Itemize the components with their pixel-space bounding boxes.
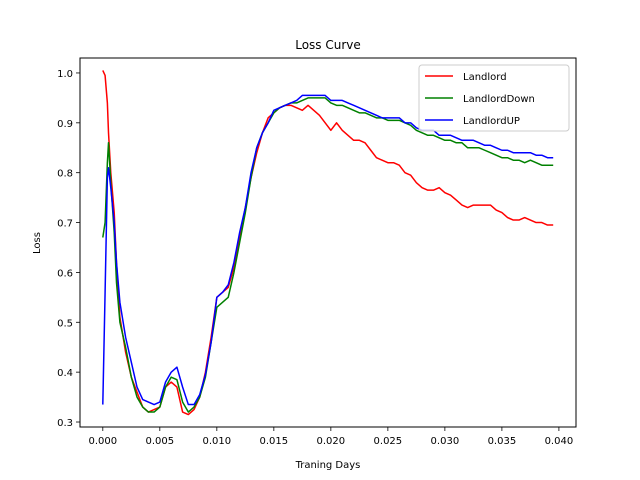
x-tick-label: 0.010 (203, 436, 232, 447)
x-axis-label: Traning Days (295, 460, 361, 471)
x-tick-label: 0.035 (488, 436, 517, 447)
x-tick-label: 0.030 (431, 436, 460, 447)
legend-box (418, 64, 570, 132)
y-tick-label: 0.8 (57, 169, 73, 180)
x-tick-label: 0.040 (545, 436, 574, 447)
series-line-landlordup (102, 94, 554, 406)
x-tick-label: 0.000 (88, 436, 117, 447)
chart-title: Loss Curve (295, 38, 361, 52)
x-tick-label: 0.005 (145, 436, 174, 447)
y-tick-label: 0.5 (57, 318, 73, 329)
y-axis-label: Loss (32, 232, 43, 254)
y-tick-label: 0.9 (57, 119, 73, 130)
y-tick-label: 1.0 (57, 69, 73, 80)
x-tick-label: 0.025 (374, 436, 403, 447)
y-axis: 0.3 0.4 0.5 0.6 0.7 0.8 0.9 1.0 (57, 69, 80, 429)
legend: Landlord LandlordDown LandlordUP (418, 64, 570, 132)
legend-label-landlordup: LandlordUP (463, 116, 520, 127)
x-tick-label: 0.020 (317, 436, 346, 447)
legend-label-landlord: Landlord (463, 72, 507, 83)
y-tick-label: 0.7 (57, 219, 73, 230)
x-tick-label: 0.015 (260, 436, 289, 447)
series-line-landlorddown (102, 97, 554, 413)
plot-frame (79, 57, 577, 428)
y-tick-label: 0.6 (57, 268, 73, 279)
y-tick-label: 0.4 (57, 368, 73, 379)
series-layer (102, 70, 554, 416)
y-tick-label: 0.3 (57, 418, 73, 429)
x-axis: 0.000 0.005 0.010 0.015 0.020 0.025 0.030 0.035… (88, 427, 573, 447)
legend-label-landlorddown: LandlordDown (463, 94, 535, 105)
